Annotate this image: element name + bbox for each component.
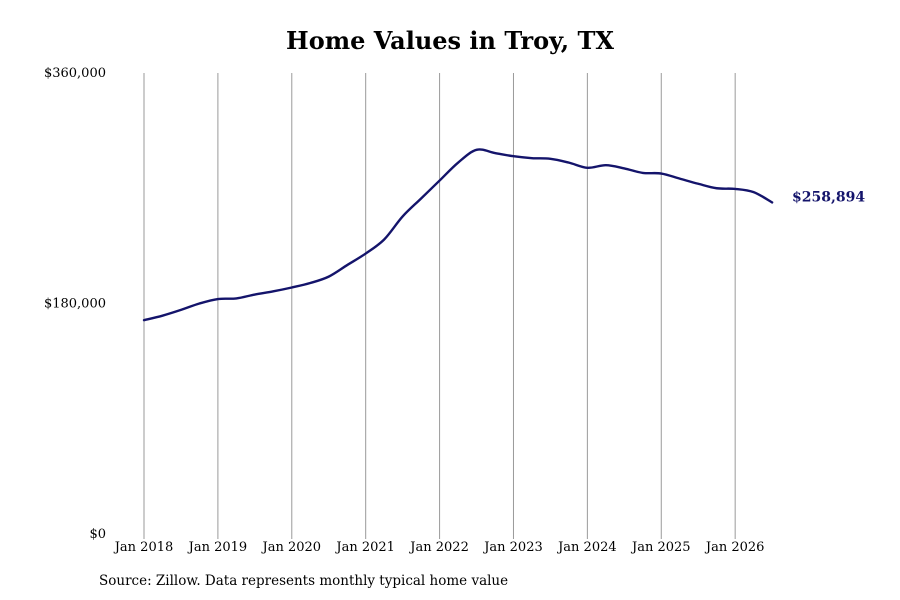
source-note: Source: Zillow. Data represents monthly … — [99, 573, 509, 589]
x-tick-label: Jan 2018 — [113, 540, 174, 555]
gridlines — [143, 73, 736, 539]
y-tick-label: $360,000 — [44, 66, 106, 81]
x-tick-label: Jan 2021 — [334, 540, 395, 555]
y-tick-label: $180,000 — [44, 297, 106, 312]
x-axis-ticks: Jan 2018 Jan 2019 Jan 2020 Jan 2021 Jan 2022… — [113, 540, 765, 555]
chart-title: Home Values in Troy, TX — [286, 26, 614, 55]
x-tick-label: Jan 2026 — [704, 540, 765, 555]
y-tick-label: $0 — [89, 527, 106, 542]
y-axis-ticks: $0 $180,000 $360,000 — [44, 66, 106, 542]
data-labels: $258,894 — [792, 189, 865, 205]
series-layer — [142, 148, 774, 322]
x-tick-label: Jan 2019 — [187, 540, 248, 555]
x-tick-label: Jan 2025 — [630, 540, 691, 555]
series-line — [142, 148, 774, 322]
x-tick-label: Jan 2022 — [408, 540, 469, 555]
x-tick-label: Jan 2024 — [556, 540, 617, 555]
x-tick-label: Jan 2023 — [482, 540, 543, 555]
x-tick-label: Jan 2020 — [261, 540, 322, 555]
end-value-label: $258,894 — [792, 189, 865, 205]
